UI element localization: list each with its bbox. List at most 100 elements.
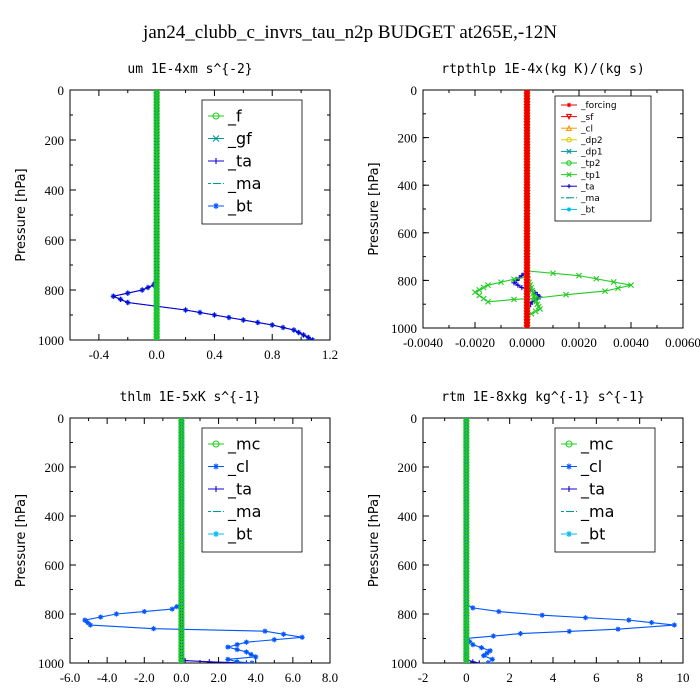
series-marker (153, 135, 160, 142)
series-line (111, 90, 313, 340)
x-tick-label: 0.0040 (613, 335, 649, 350)
series-marker (524, 153, 530, 159)
series-marker (153, 312, 160, 320)
series-layer (82, 418, 305, 663)
panel-title: rtpthlp 1E-4x(kg K)/(kg s) (441, 62, 645, 77)
series-marker (153, 119, 160, 127)
panel-title: thlm 1E-5xK s^{-1} (120, 390, 261, 405)
series-marker (463, 429, 470, 436)
series-marker (566, 463, 572, 470)
series-marker (226, 314, 232, 321)
legend-box (201, 99, 303, 225)
series-marker (628, 282, 634, 289)
series-marker (178, 509, 185, 516)
series-marker (463, 420, 470, 428)
figure-title: jan24_clubb_c_invrs_tau_n2p BUDGET at265… (142, 22, 557, 43)
series-marker (153, 129, 160, 136)
series-marker (524, 187, 530, 193)
series-marker (82, 617, 88, 623)
series-marker (178, 627, 185, 634)
series-marker (524, 93, 530, 99)
series-marker (485, 298, 491, 305)
series-marker (153, 195, 160, 202)
legend-label: _gf (227, 129, 252, 149)
y-tick-label: 400 (45, 509, 65, 524)
series-marker (463, 648, 470, 655)
series-marker (511, 276, 517, 283)
series-marker (517, 631, 524, 637)
series-marker (153, 110, 160, 118)
series-marker (648, 619, 655, 626)
series-marker (178, 659, 185, 663)
series-marker (178, 547, 185, 554)
legend-item: _tp2 (561, 159, 600, 169)
y-tick-label: 800 (398, 273, 418, 288)
series-marker (262, 628, 268, 634)
series-marker (153, 177, 160, 184)
legend-item: _ta (561, 182, 595, 192)
series-marker (178, 459, 185, 466)
x-tick-label: -4.0 (97, 670, 118, 685)
series-marker (524, 104, 530, 110)
series-marker (565, 440, 573, 448)
series-marker (178, 589, 185, 596)
series-marker (178, 544, 185, 552)
series-marker (153, 330, 160, 338)
series-marker (85, 619, 91, 626)
series-marker (153, 198, 160, 205)
x-tick-label: 0.8 (264, 347, 280, 362)
series-marker (524, 110, 530, 116)
series-marker (255, 319, 261, 326)
series-marker (463, 509, 470, 516)
series-marker (178, 594, 185, 602)
x-tick-label: 0.4 (206, 347, 223, 362)
series-marker (524, 167, 530, 173)
x-tick-label: 0 (463, 670, 470, 685)
series-marker (524, 161, 530, 168)
series-marker (463, 544, 470, 552)
series-marker (463, 600, 470, 608)
series-marker (524, 273, 530, 279)
series-marker (463, 418, 470, 425)
x-tick-label: -2.0 (134, 670, 155, 685)
series-marker (524, 265, 530, 271)
series-marker (463, 506, 470, 513)
series-marker (211, 312, 218, 318)
series-layer (472, 90, 634, 328)
series-marker (626, 617, 632, 623)
series-marker (150, 626, 157, 632)
series-marker (463, 609, 470, 616)
series-marker (178, 580, 185, 587)
series-marker (178, 479, 185, 487)
series-marker (470, 605, 476, 611)
series-marker (582, 615, 589, 621)
legend-label: _bt (580, 525, 605, 545)
series-marker (524, 101, 530, 107)
series-marker (153, 222, 160, 229)
series-marker (524, 216, 530, 222)
series-marker (178, 470, 185, 478)
series-marker (98, 614, 104, 620)
panel-title: um 1E-4xm s^{-2} (127, 62, 252, 77)
x-tick-label: 6.0 (285, 670, 301, 685)
series-marker (463, 500, 470, 507)
series-marker (213, 486, 219, 492)
series-marker (463, 589, 470, 596)
series-marker (481, 653, 487, 659)
series-marker (463, 621, 470, 628)
x-tick-label: -0.4 (89, 347, 110, 362)
x-tick-label: 0.0 (173, 670, 189, 685)
series-marker (178, 645, 185, 652)
series-marker (153, 294, 160, 301)
series-marker (153, 243, 160, 250)
series-marker (178, 556, 185, 563)
series-marker (463, 473, 470, 481)
series-marker (524, 113, 530, 119)
series-marker (524, 325, 530, 328)
legend-label: _bt (227, 197, 252, 217)
series-marker (178, 441, 185, 448)
legend-label: _tp2 (580, 159, 600, 169)
series-marker (524, 133, 530, 139)
legend-item: _cl (208, 457, 249, 477)
series-marker (178, 488, 185, 495)
